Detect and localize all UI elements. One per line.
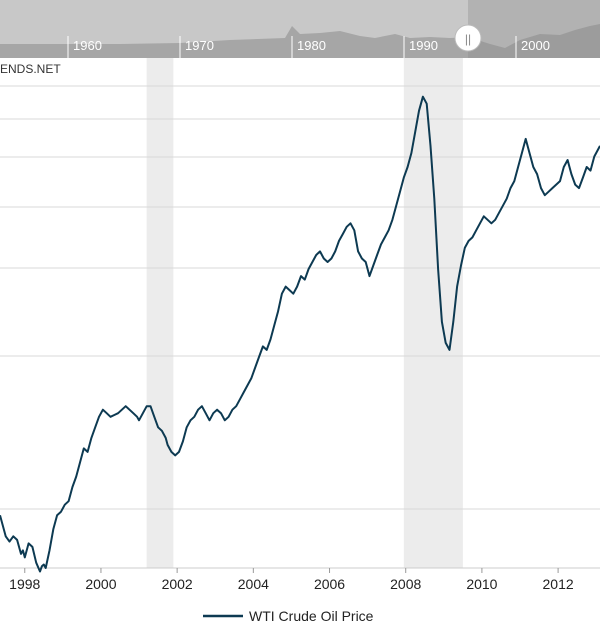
navigator-tick-label: 1980 (297, 38, 326, 53)
series-line[interactable] (0, 95, 600, 573)
legend-label[interactable]: WTI Crude Oil Price (249, 608, 374, 624)
x-tick-label: 2006 (314, 576, 345, 592)
recession-band (146, 58, 174, 568)
series-layer (0, 95, 600, 573)
navigator-area-series (0, 24, 600, 58)
navigator-selected-range[interactable] (468, 0, 600, 58)
navigator-ticks: 1960 1970 1980 1990 2000 (67, 36, 550, 58)
x-tick-label: 2010 (466, 576, 497, 592)
x-tick-label: 2008 (390, 576, 421, 592)
navigator-tick-label: 1970 (185, 38, 214, 53)
x-tick-label: 2004 (238, 576, 269, 592)
navigator-tick-label: 2000 (521, 38, 550, 53)
source-label: ENDS.NET (0, 62, 61, 76)
legend[interactable]: WTI Crude Oil Price (203, 608, 374, 624)
x-axis-ticks: 1998 2000 2002 2004 2006 2008 2010 2012 (9, 568, 574, 592)
navigator-handle[interactable]: || (454, 24, 482, 52)
range-navigator[interactable]: 1960 1970 1980 1990 2000 || (0, 0, 600, 58)
x-tick-label: 1998 (9, 576, 40, 592)
x-tick-label: 2000 (85, 576, 116, 592)
navigator-tick-label: 1990 (409, 38, 438, 53)
grid-lines (0, 85, 600, 510)
navigator-handle-grip: || (465, 32, 471, 46)
x-tick-label: 2002 (162, 576, 193, 592)
navigator-tick-label: 1960 (73, 38, 102, 53)
x-tick-label: 2012 (543, 576, 574, 592)
